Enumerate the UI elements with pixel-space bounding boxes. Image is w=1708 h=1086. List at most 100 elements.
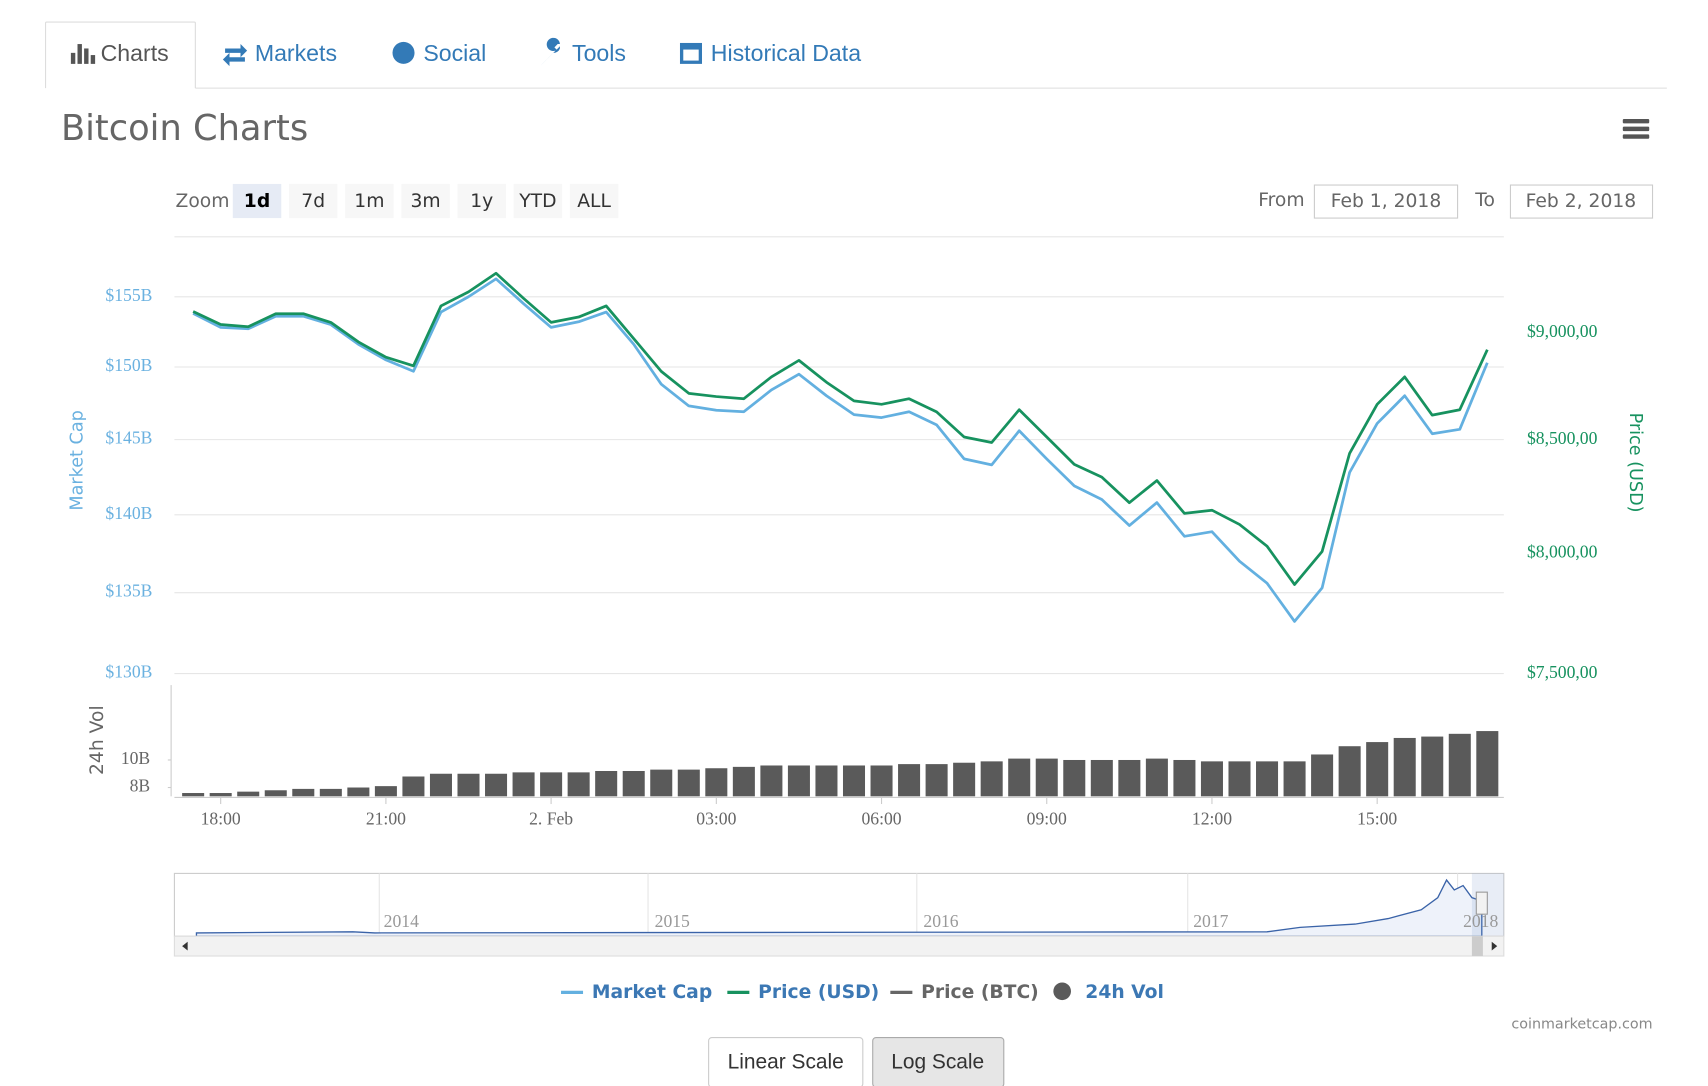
- volume-bar: [209, 793, 232, 797]
- zoom-option[interactable]: 1y: [470, 191, 493, 212]
- navigator-handle[interactable]: [1475, 891, 1488, 915]
- icon-globe: [392, 41, 415, 64]
- from-label: From: [1258, 190, 1304, 211]
- button-label[interactable]: Linear Scale: [728, 1050, 844, 1073]
- to-input[interactable]: [1509, 184, 1654, 219]
- volume-bar: [980, 761, 1003, 797]
- y2-tick-label: $9,000,00: [1527, 321, 1598, 341]
- volume-bar: [787, 765, 810, 797]
- series-line: [192, 271, 1489, 586]
- zoom-option[interactable]: 7d: [301, 191, 325, 212]
- volume-bar: [595, 770, 618, 797]
- x-tick-label: 03:00: [696, 809, 736, 829]
- y2-axis-title: Price (USD): [1625, 413, 1645, 513]
- y2-tick-label: $8,500,00: [1527, 428, 1598, 448]
- volume-bar: [1256, 761, 1279, 797]
- menu-button[interactable]: [1622, 118, 1650, 139]
- y-tick-label: $140B: [105, 503, 152, 523]
- y2-tick-label: $7,500,00: [1527, 662, 1598, 682]
- legend-label[interactable]: Market Cap: [592, 982, 712, 1003]
- volume-bar: [1476, 731, 1499, 797]
- volume-bar: [237, 791, 260, 797]
- volume-bar: [374, 786, 397, 797]
- x-tick-label: 18:00: [201, 809, 241, 829]
- y3-tick-label: 10B: [121, 748, 150, 768]
- y2-tick-label: $8,000,00: [1527, 541, 1598, 561]
- credits[interactable]: coinmarketcap.com: [1511, 1016, 1652, 1032]
- legend-label[interactable]: Price (BTC): [921, 982, 1039, 1003]
- x-tick-label: 15:00: [1357, 809, 1397, 829]
- icon-calendar: [679, 42, 703, 64]
- volume-bar: [485, 773, 508, 797]
- volume-bar: [1200, 761, 1223, 797]
- navigator-label: 2018: [1463, 911, 1498, 931]
- zoom-button[interactable]: [288, 183, 338, 219]
- legend-symbol: [1053, 982, 1071, 1001]
- zoom-button[interactable]: [457, 183, 506, 219]
- from-date[interactable]: Feb 1, 2018: [1331, 191, 1442, 212]
- volume-bar: [1366, 742, 1389, 797]
- zoom-option[interactable]: 1m: [354, 191, 384, 212]
- legend-label[interactable]: Price (USD): [758, 982, 879, 1003]
- volume-bar: [567, 772, 590, 797]
- zoom-option[interactable]: ALL: [577, 191, 611, 212]
- y-tick-label: $130B: [105, 662, 152, 682]
- volume-bar: [815, 765, 838, 797]
- navigator-label: 2015: [655, 911, 690, 931]
- y-tick-label: $135B: [105, 581, 152, 601]
- volume-bar: [182, 793, 205, 797]
- volume-bar: [402, 776, 425, 797]
- volume-bar: [677, 769, 700, 797]
- zoom-button[interactable]: [513, 183, 563, 219]
- scroll-left[interactable]: [182, 941, 188, 951]
- button-label[interactable]: Log Scale: [891, 1050, 984, 1073]
- zoom-option[interactable]: YTD: [518, 191, 556, 212]
- zoom-button[interactable]: [401, 183, 450, 219]
- volume-bar: [925, 764, 948, 797]
- log-scale-button[interactable]: [872, 1036, 1005, 1086]
- volume-bar: [1008, 758, 1031, 797]
- tab[interactable]: Charts: [101, 40, 169, 66]
- volume-bar: [1118, 759, 1141, 797]
- heading: Bitcoin Charts: [61, 108, 308, 149]
- volume-bar: [1145, 758, 1168, 797]
- volume-bar: [1228, 761, 1251, 797]
- scrollbar-thumb[interactable]: [1471, 936, 1483, 957]
- from-input[interactable]: [1313, 184, 1459, 219]
- volume-bar: [1283, 761, 1306, 797]
- zoom-button[interactable]: [232, 183, 282, 219]
- navigator-label: 2017: [1193, 911, 1228, 931]
- x-tick-label: 21:00: [366, 809, 406, 829]
- icon-wrench: [540, 37, 560, 67]
- tab[interactable]: Historical Data: [711, 40, 861, 66]
- zoom-button[interactable]: [345, 183, 394, 219]
- to-date[interactable]: Feb 2, 2018: [1526, 191, 1637, 212]
- x-tick-label: 2. Feb: [529, 809, 573, 829]
- navigator-label: 2014: [384, 911, 419, 931]
- volume-bar: [457, 773, 480, 797]
- volume-bar: [1311, 754, 1334, 797]
- x-tick-label: 09:00: [1027, 809, 1067, 829]
- volume-bar: [429, 773, 452, 797]
- tab[interactable]: Tools: [572, 40, 626, 66]
- zoom-option[interactable]: 1d: [244, 191, 270, 212]
- y-tick-label: $145B: [105, 428, 152, 448]
- icon-arrows: [222, 44, 248, 67]
- tab[interactable]: Markets: [255, 40, 337, 66]
- zoom-option[interactable]: 3m: [410, 191, 440, 212]
- active-tab: [45, 21, 196, 89]
- scrollbar[interactable]: [173, 935, 1505, 957]
- x-tick-label: 06:00: [861, 809, 901, 829]
- volume-bar: [650, 769, 673, 797]
- volume-bar: [540, 772, 563, 797]
- volume-bar: [1421, 736, 1444, 797]
- zoom-button[interactable]: [569, 183, 619, 219]
- volume-bar: [953, 762, 976, 797]
- volume-bar: [898, 764, 921, 797]
- y3-tick-label: 8B: [130, 776, 151, 796]
- scroll-right[interactable]: [1491, 941, 1498, 951]
- tab[interactable]: Social: [423, 40, 486, 66]
- linear-scale-button[interactable]: [708, 1036, 864, 1086]
- legend-label[interactable]: 24h Vol: [1085, 982, 1164, 1003]
